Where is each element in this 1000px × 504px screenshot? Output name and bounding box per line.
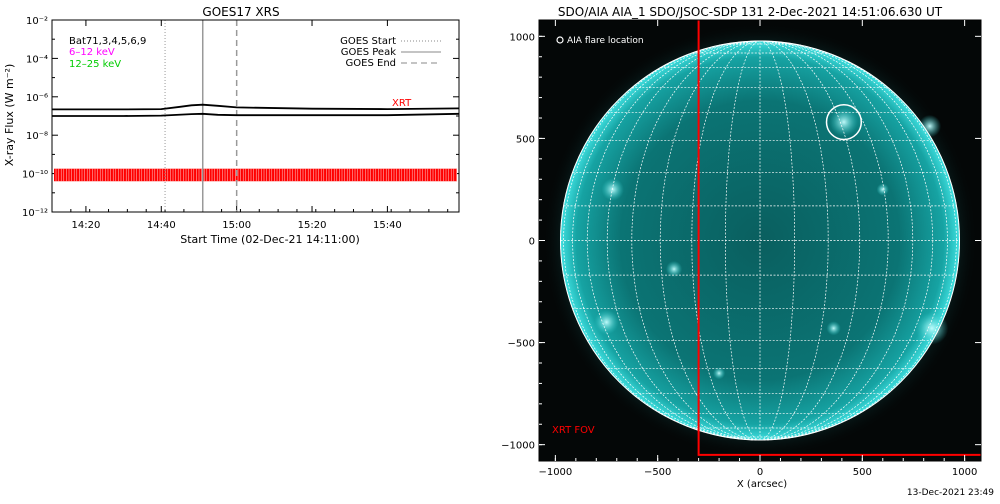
aia-ytick-label: −500 [508, 339, 535, 350]
active-region [712, 367, 726, 380]
goes-xtick-label: 14:20 [72, 220, 101, 231]
longitude-line [759, 40, 914, 441]
aia-ytick-label: 500 [516, 134, 535, 145]
flare-location-marker [825, 103, 863, 141]
aia-xtick-label: 1000 [952, 467, 977, 478]
longitude-line [759, 40, 889, 441]
goes-plot-area: 10⁻¹² 10⁻¹⁰ 10⁻⁸ 10⁻⁶ 10⁻⁴ 10⁻² 14:20 14:40 15:0… [22, 16, 460, 231]
legend-goes-peak: GOES Peak [341, 47, 396, 58]
goes-xrs-svg: GOES17 XRS 10⁻¹² 10⁻¹⁰ 10⁻⁸ 10⁻⁶ 10⁻⁴ 10⁻² 14:… [3, 5, 460, 246]
active-region [829, 107, 859, 137]
goes-ytick-label: 10⁻⁸ [26, 131, 48, 142]
aia-xlabel: X (arcsec) [737, 479, 787, 490]
aia-ytick-label: 1000 [510, 32, 535, 43]
aia-xtick-label: −500 [644, 467, 671, 478]
active-region [826, 321, 841, 336]
goes-xtick-label: 14:40 [147, 220, 176, 231]
legend-goes-start: GOES Start [340, 36, 396, 47]
longitude-line [563, 40, 761, 441]
aia-xtick-label: 0 [757, 467, 763, 478]
legend-12-25kev: 12–25 keV [69, 59, 121, 70]
longitude-line [759, 40, 795, 441]
goes-xtick-label: 15:00 [222, 220, 251, 231]
longitude-line [572, 40, 761, 441]
xrt-fov-label: XRT FOV [552, 425, 595, 436]
aia-svg: SDO/AIA AIA_1 SDO/JSOC-SDP 131 2-Dec-202… [501, 5, 982, 490]
aia-xtick-label: 500 [853, 467, 872, 478]
longitude-line [759, 40, 934, 441]
goes-title: GOES17 XRS [202, 5, 279, 19]
solar-limb [559, 40, 961, 441]
aia-ytick-label: 0 [529, 237, 535, 248]
goes-xlabel: Start Time (02-Dec-21 14:11:00) [180, 233, 360, 246]
longitude-line [725, 40, 761, 441]
xrt-annotation: XRT [392, 98, 412, 109]
legend-goes-end: GOES End [346, 58, 396, 69]
longitude-line [631, 40, 761, 441]
xrt-fov-box [697, 20, 981, 456]
longitude-line [759, 40, 829, 441]
timestamp-footer: 13-Dec-2021 23:49 [906, 488, 994, 498]
active-region [601, 178, 624, 201]
active-region [876, 183, 889, 196]
goes-frame [51, 19, 460, 213]
legend-detector: Bat71,3,4,5,6,9 [69, 36, 146, 47]
goes-ytick-label: 10⁻¹² [22, 208, 48, 219]
goes-xtick-label: 15:40 [373, 220, 402, 231]
active-regions [594, 107, 949, 380]
goes-series-1 [52, 103, 460, 111]
aia-xtick-label: −1000 [538, 467, 572, 478]
flare-legend-label: AIA flare location [567, 36, 644, 46]
active-region [665, 260, 683, 278]
flare-legend-icon [556, 36, 564, 44]
longitude-line [759, 40, 957, 441]
legend-6-12kev: 6–12 keV [69, 47, 115, 58]
goes-xrs-plot-panel: GOES17 XRS 10⁻¹² 10⁻¹⁰ 10⁻⁸ 10⁻⁶ 10⁻⁴ 10⁻² 14:… [0, 0, 500, 500]
goes-ytick-label: 10⁻⁶ [26, 93, 48, 104]
longitude-line [691, 40, 761, 441]
goes-ylabel: X-ray Flux (W m⁻²) [3, 64, 16, 166]
aia-axes: −1000 −1000 −500 −500 0 0 500 500 1000 1000 [501, 20, 981, 478]
goes-ytick-label: 10⁻⁴ [26, 54, 48, 65]
aia-image-area [539, 20, 981, 461]
aia-title: SDO/AIA AIA_1 SDO/JSOC-SDP 131 2-Dec-202… [558, 5, 943, 19]
heliographic-grid [559, 40, 961, 441]
longitude-line [659, 40, 761, 441]
goes-ytick-label: 10⁻¹⁰ [22, 170, 48, 181]
longitude-line [759, 40, 948, 441]
aia-image-panel: SDO/AIA AIA_1 SDO/JSOC-SDP 131 2-Dec-202… [500, 0, 1000, 500]
aia-ytick-label: −1000 [501, 441, 535, 452]
active-region [594, 309, 619, 335]
goes-xtick-label: 15:20 [298, 220, 327, 231]
longitude-line [606, 40, 761, 441]
goes-ytick-label: 10⁻² [26, 16, 48, 27]
longitude-line [586, 40, 761, 441]
goes-series-2 [52, 112, 460, 117]
active-region [918, 114, 942, 138]
longitude-line [759, 40, 861, 441]
active-region [915, 311, 949, 345]
